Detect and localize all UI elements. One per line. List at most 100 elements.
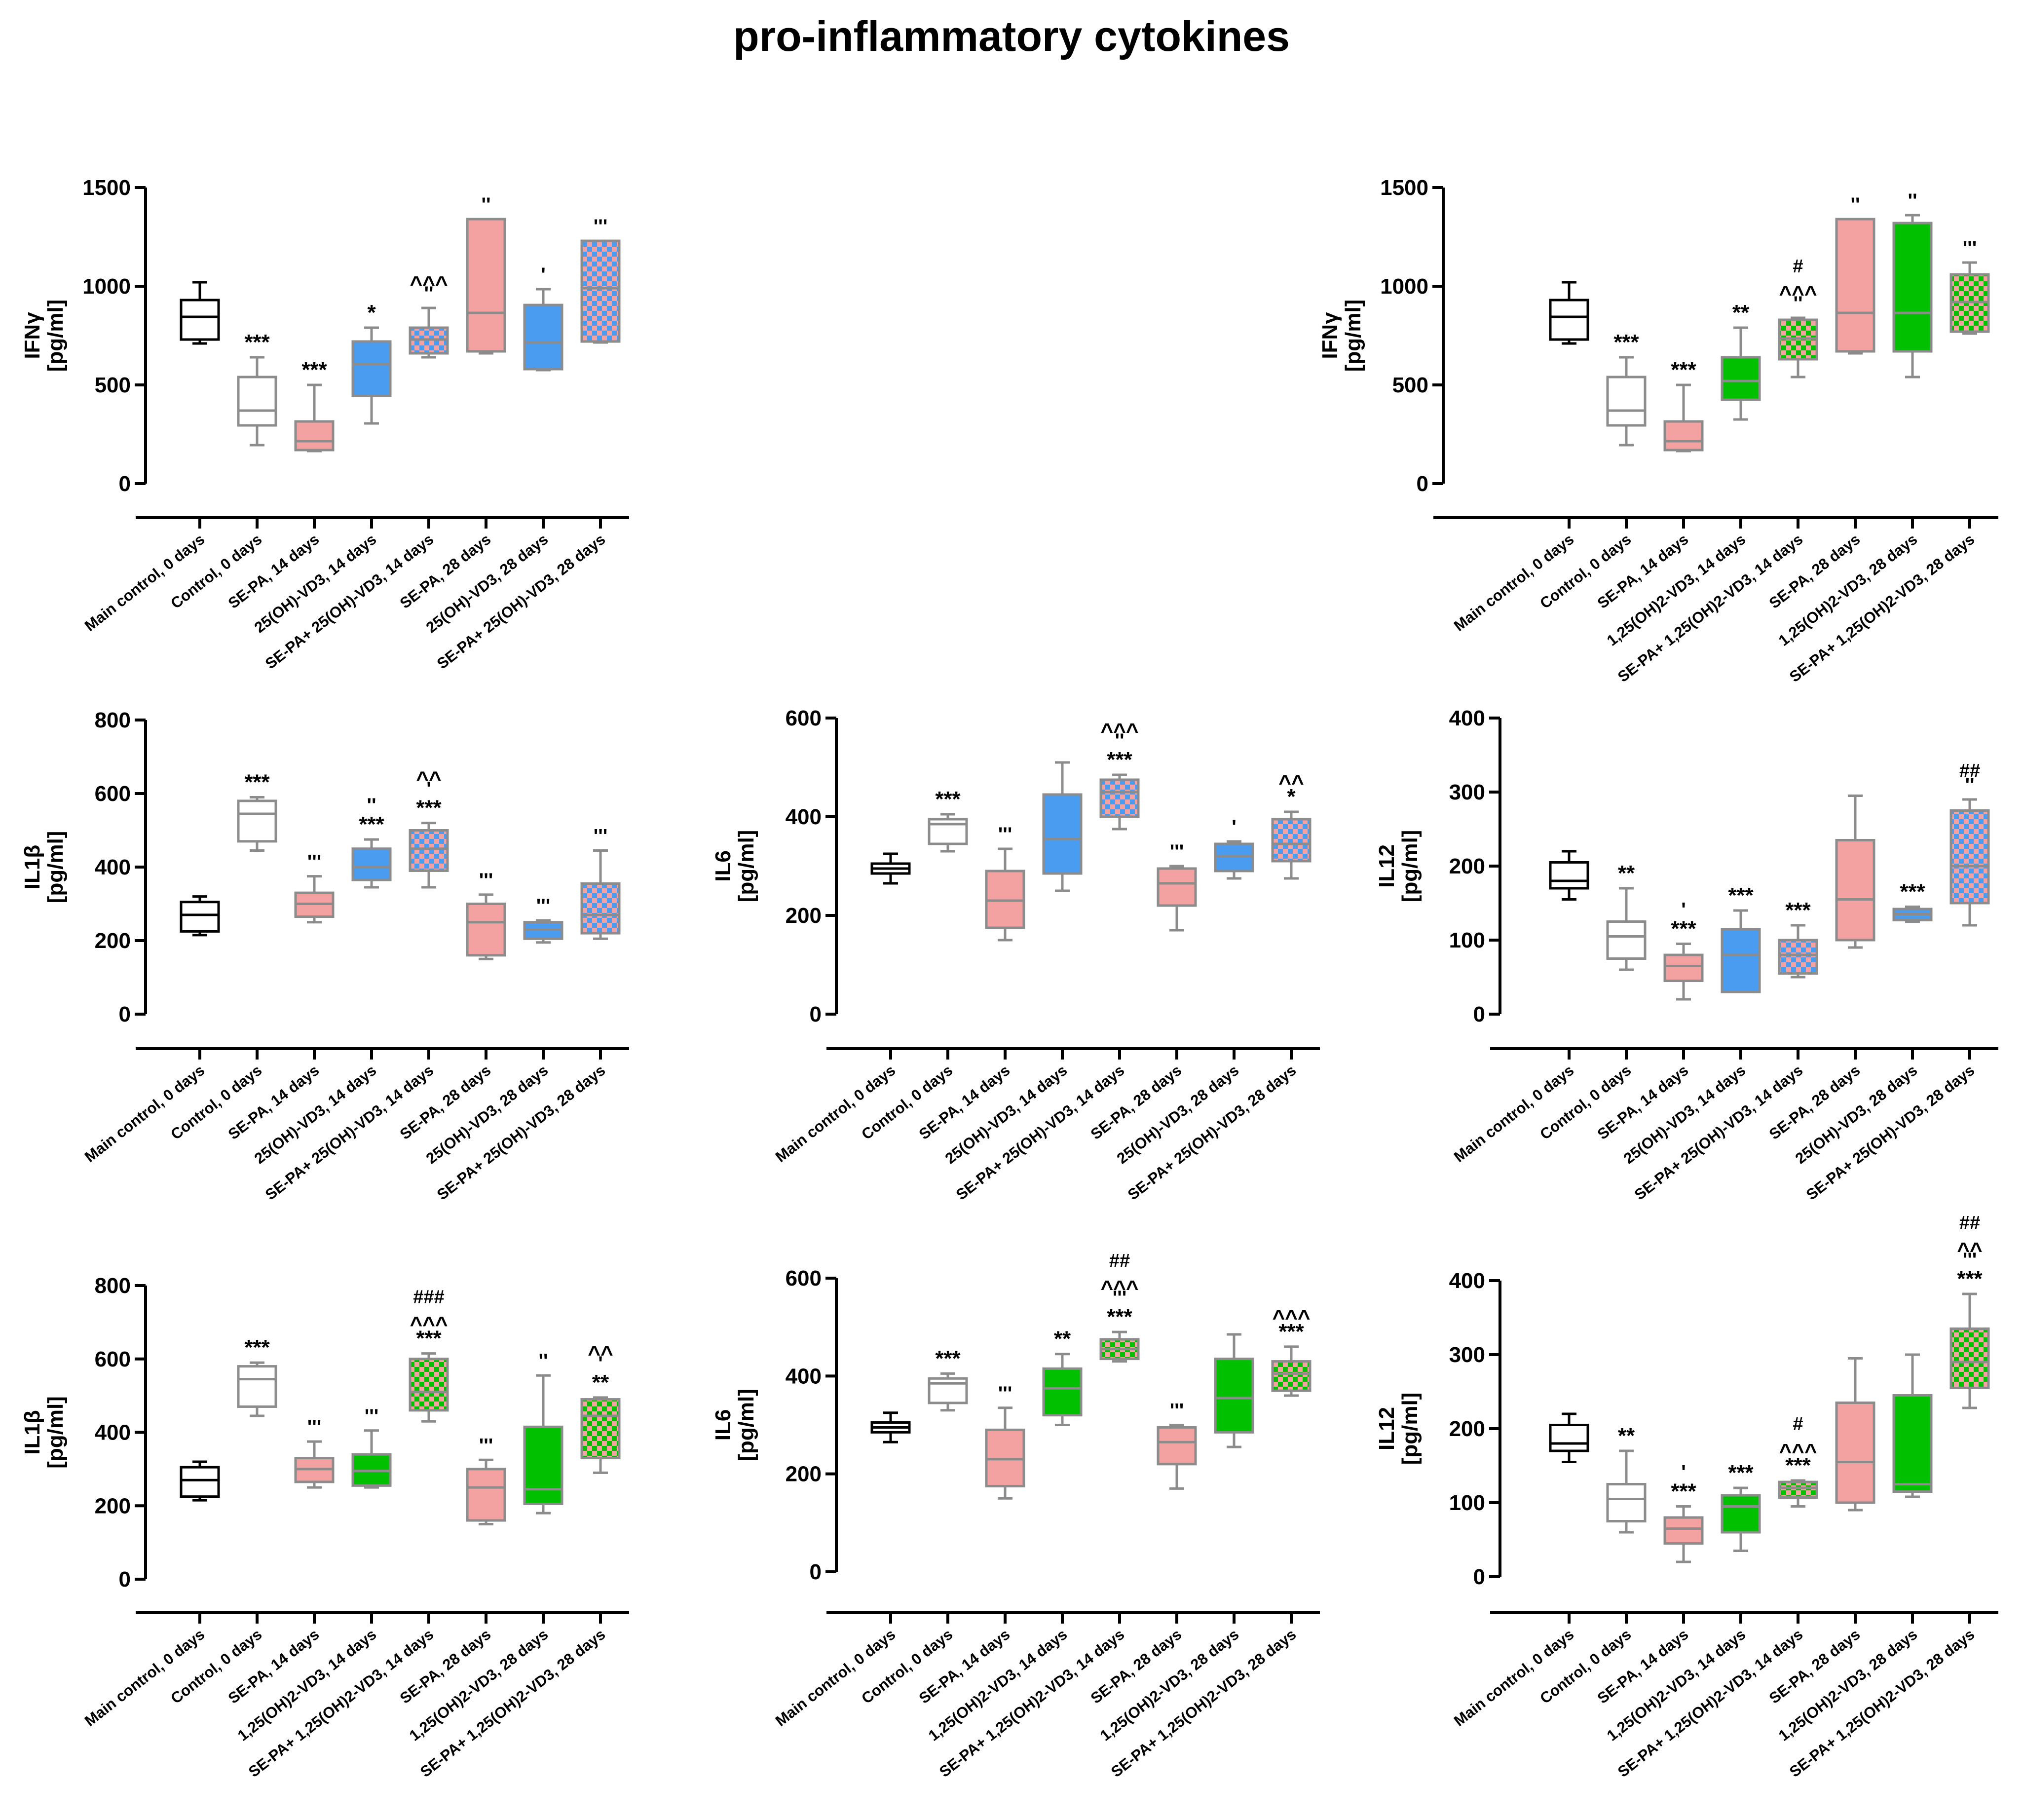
box-3 [294, 1440, 335, 1489]
significance-mark: ^^ [1957, 1238, 1982, 1262]
box-6 [1835, 1357, 1875, 1512]
y-axis-label: IL12 [1375, 1407, 1399, 1450]
significance-mark: '' [481, 194, 490, 216]
box-3 [294, 383, 335, 453]
significance-mark: ' [1681, 899, 1686, 921]
iqr-box [1835, 839, 1875, 942]
significance-mark: ''' [479, 870, 493, 891]
y-tick-label: 200 [1449, 854, 1485, 878]
iqr-box [1214, 1358, 1254, 1434]
significance-mark: *** [301, 358, 327, 382]
y-tick-label: 1000 [1380, 274, 1428, 299]
significance-mark: ^^ [416, 767, 441, 792]
iqr-box [1606, 920, 1647, 960]
significance-mark: *** [1107, 748, 1132, 772]
significance-mark: *** [1728, 883, 1754, 908]
significance-mark: ** [1618, 861, 1635, 885]
significance-mark: *** [244, 330, 270, 354]
significance-mark: ''' [1170, 841, 1184, 863]
y-tick-label: 600 [95, 1347, 131, 1371]
y-tick-label: 400 [95, 1421, 131, 1445]
box-6 [466, 893, 506, 960]
box-8 [580, 849, 621, 940]
significance-mark: # [1793, 256, 1803, 277]
box-4 [351, 326, 392, 425]
significance-mark: *** [416, 1327, 442, 1351]
box-7 [1892, 214, 1933, 379]
significance-mark: '' [1965, 774, 1974, 796]
box-5 [409, 1352, 449, 1423]
y-axis-unit: [pg/ml] [734, 1389, 758, 1461]
significance-mark: ''' [1113, 1287, 1127, 1309]
iqr-box [180, 299, 220, 341]
y-tick-label: 500 [1392, 373, 1428, 397]
box-7 [523, 1374, 563, 1515]
y-tick-label: 0 [810, 1002, 822, 1026]
box-4 [1721, 326, 1761, 421]
significance-mark: ''' [1963, 237, 1977, 259]
y-tick-label: 200 [786, 1462, 822, 1486]
box-3 [1663, 943, 1704, 1001]
significance-mark: '' [1115, 730, 1124, 752]
box-4 [1721, 909, 1761, 993]
box-5 [1778, 924, 1818, 979]
box-7 [1892, 906, 1933, 923]
significance-mark: ' [541, 264, 546, 286]
significance-mark: ** [1732, 301, 1750, 325]
iqr-box [1949, 1327, 1990, 1389]
iqr-box [237, 376, 277, 427]
y-tick-label: 0 [810, 1560, 822, 1584]
iqr-box [1892, 222, 1933, 353]
iqr-box [351, 847, 392, 881]
box-5 [1778, 1479, 1818, 1508]
significance-mark: ' [598, 1353, 603, 1374]
iqr-box [1721, 356, 1761, 401]
significance-mark: ** [1618, 1424, 1635, 1448]
y-axis-unit: [pg/ml] [43, 1396, 68, 1469]
y-tick-label: 0 [1473, 1002, 1485, 1026]
box-2 [1606, 1449, 1647, 1534]
iqr-box [1271, 1360, 1312, 1392]
iqr-box [1549, 861, 1589, 890]
y-axis-unit: [pg/ml] [1341, 300, 1365, 372]
significance-mark: ' [426, 778, 431, 800]
box-5 [1099, 1330, 1140, 1363]
box-8 [1271, 810, 1312, 880]
significance-mark: ^^^ [410, 1313, 448, 1337]
box-6 [466, 218, 506, 355]
significance-mark: ' [1681, 1462, 1686, 1483]
box-6 [466, 1458, 506, 1525]
y-tick-label: 1500 [82, 176, 131, 200]
box-5 [1099, 773, 1140, 831]
box-8 [1949, 261, 1990, 335]
iqr-box [466, 903, 506, 957]
significance-mark: *** [1957, 1267, 1983, 1291]
y-axis-label: IFNγ [20, 312, 44, 359]
significance-mark: *** [1278, 1320, 1304, 1344]
significance-mark: ''' [479, 1435, 493, 1456]
box-7 [523, 919, 563, 944]
iqr-box [180, 901, 220, 933]
significance-mark: *** [359, 812, 384, 836]
box-8 [1949, 798, 1990, 927]
y-tick-label: 400 [95, 855, 131, 879]
significance-mark: *** [1613, 330, 1639, 354]
y-tick-label: 0 [119, 1567, 131, 1592]
y-axis-label: IL1β [20, 1410, 44, 1454]
box-1 [1549, 281, 1589, 345]
iqr-box [1949, 809, 1990, 905]
y-tick-label: 0 [119, 1002, 131, 1026]
significance-mark: ''' [594, 216, 608, 237]
iqr-box [580, 1398, 621, 1460]
significance-mark: ''' [594, 825, 608, 847]
significance-mark: ''' [998, 824, 1012, 845]
significance-mark: ^^^ [1779, 1440, 1817, 1464]
iqr-box [1663, 1516, 1704, 1545]
significance-mark: *** [1785, 1453, 1811, 1478]
iqr-box [1778, 939, 1818, 975]
significance-mark: ^^^ [1100, 1276, 1138, 1300]
significance-mark: ''' [536, 895, 551, 917]
